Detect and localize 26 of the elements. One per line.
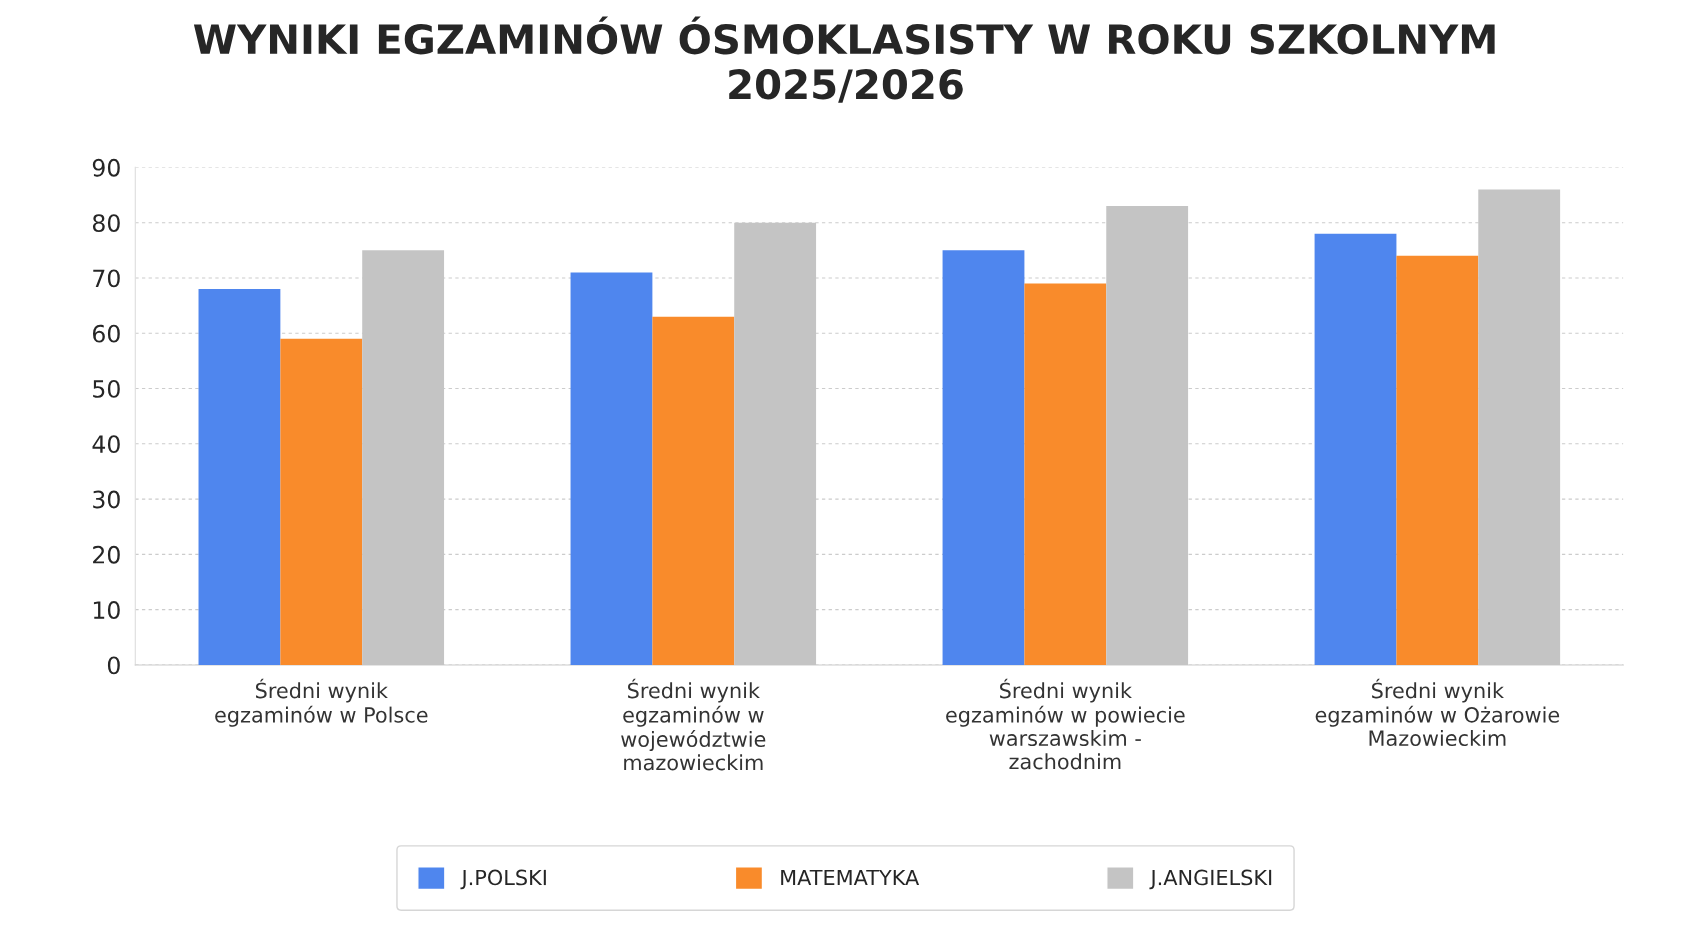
y-tick-label: 90 (92, 158, 120, 177)
y-tick-label: 30 (93, 490, 120, 509)
x-tick-label: Średni wynik egzaminów w Ożarowie Mazowieckim (1315, 678, 1560, 747)
y-tick-label: 50 (93, 379, 120, 398)
y-tick-label: 0 (107, 656, 120, 675)
y-tick-label: 40 (92, 435, 120, 454)
bar (942, 250, 1025, 665)
bar (280, 338, 363, 665)
bar (652, 316, 735, 665)
bar (1024, 283, 1107, 665)
y-tick-label: 70 (93, 269, 120, 288)
x-tick-label: Średni wynik egzaminów w Polsce (215, 678, 428, 727)
legend-label: J.ANGIELSKI (1149, 869, 1272, 890)
bar (1314, 233, 1397, 665)
y-tick-label: 10 (93, 601, 120, 619)
legend-label: MATEMATYKA (781, 869, 920, 886)
chart-title: WYNIKI EGZAMINÓW ÓSMOKLASISTY W ROKU SZKOLNYM 2025/2026 (193, 16, 1495, 103)
x-tick-label: Średni wynik egzaminów w województwie mazowieckim (621, 678, 766, 771)
y-tick-label: 20 (93, 545, 120, 564)
y-tick-label: 80 (92, 214, 120, 232)
x-tick-label: Średni wynik egzaminów w powiecie warszawskim - zachodnim (946, 678, 1185, 770)
y-tick-label: 60 (93, 324, 120, 343)
bar (570, 272, 653, 665)
bar (198, 289, 281, 665)
legend-label: J.POLSKI (460, 869, 546, 890)
bar (1396, 255, 1479, 665)
